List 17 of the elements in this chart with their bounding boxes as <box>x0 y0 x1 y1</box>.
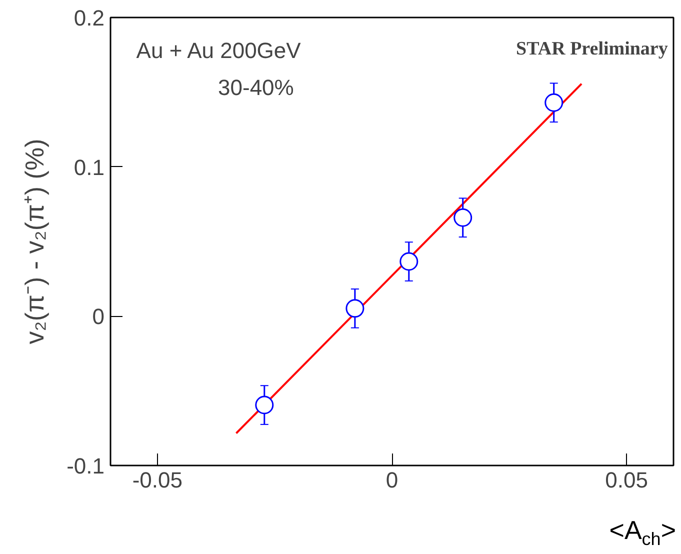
annotation: STAR Preliminary <box>516 38 668 60</box>
point <box>544 93 564 112</box>
point <box>400 252 418 271</box>
y-tick-label: 0.2 <box>74 6 105 30</box>
x-tick-label: -0.05 <box>132 468 182 492</box>
annotation: 30-40% <box>218 75 294 100</box>
x-tick-label: 0 <box>386 468 398 492</box>
x-tick-label: 0.05 <box>605 468 648 492</box>
point <box>454 208 472 227</box>
y-tick-label: -0.1 <box>66 454 105 478</box>
y-tick-label: 0.1 <box>74 154 105 180</box>
annotation: Au + Au 200GeV <box>136 38 302 63</box>
point <box>346 299 364 318</box>
point <box>255 396 274 414</box>
x-axis-title: <A$_{ch}$> <box>609 515 676 550</box>
y-axis-title: v₂(π⁻) - v₂(π⁺) (%) <box>20 138 50 344</box>
y-tick-label: 0 <box>92 304 105 330</box>
